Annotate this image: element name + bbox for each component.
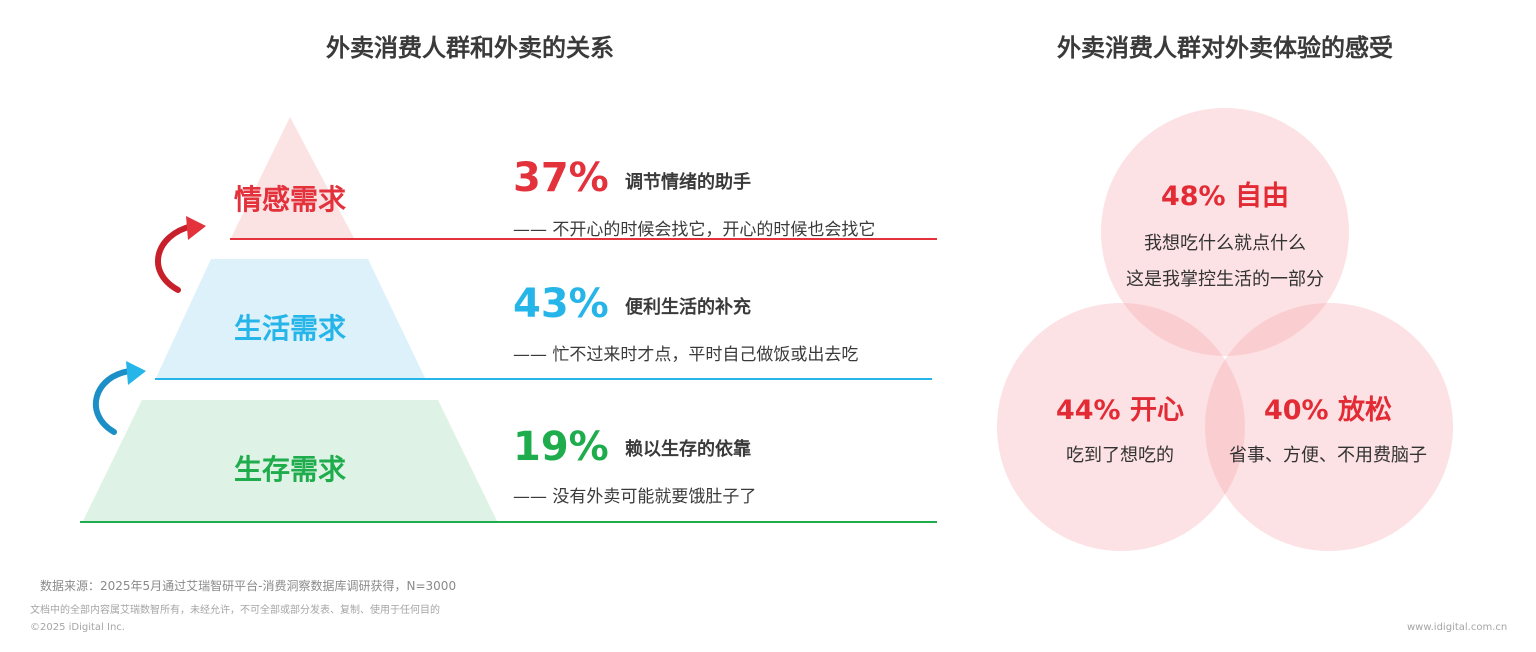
venn-top-head: 48% 自由 [1160,181,1290,212]
venn-circle-right [1205,303,1453,551]
venn-top-line2: 这是我掌控生活的一部分 [1126,269,1324,290]
percent-emotional: 37% [513,155,609,201]
curved-arrow-blue-icon [93,361,146,435]
rights-notice: 文档中的全部内容属艾瑞数智所有，未经允许，不可全部或部分发表、复制、使用于任何目… [30,605,440,616]
venn-left-line1: 吃到了想吃的 [1066,445,1174,466]
venn-right-head: 40% 放松 [1263,395,1393,426]
quote-survival: —— 没有外卖可能就要饿肚子了 [513,487,757,507]
pyramid-tier-top [230,117,355,240]
venn-circle-top [1101,108,1349,356]
website-link[interactable]: www.idigital.com.cn [1407,622,1508,633]
curved-arrow-red-icon [155,216,206,293]
divider-life [155,378,932,380]
pyramid-tier-middle [155,259,426,380]
data-source-note: 数据来源：2025年5月通过艾瑞智研平台-消费洞察数据库调研获得，N=3000 [40,579,457,593]
tier-label-survival: 生存需求 [233,453,346,486]
tier-label-emotional: 情感需求 [233,183,346,216]
percent-life: 43% [513,281,609,327]
left-title: 外卖消费人群和外卖的关系 [326,34,614,62]
right-title: 外卖消费人群对外卖体验的感受 [1057,34,1393,62]
tier-label-life: 生活需求 [233,312,346,345]
quote-emotional: —— 不开心的时候会找它，开心的时候也会找它 [513,220,876,240]
copyright-notice: ©2025 iDigital Inc. [30,622,125,633]
venn-circle-left [997,303,1245,551]
divider-emotional [230,238,937,240]
headline-emotional: 调节情绪的助手 [625,172,751,193]
venn-left-head: 44% 开心 [1055,395,1185,426]
headline-survival: 赖以生存的依靠 [625,439,751,460]
percent-survival: 19% [513,424,609,470]
venn-right-line1: 省事、方便、不用费脑子 [1229,445,1427,466]
pyramid-graphic [82,117,498,523]
divider-survival [80,521,937,523]
headline-life: 便利生活的补充 [625,297,751,318]
venn-top-line1: 我想吃什么就点什么 [1144,233,1306,254]
quote-life: —— 忙不过来时才点，平时自己做饭或出去吃 [513,345,859,365]
pyramid-tier-bottom [82,400,498,523]
